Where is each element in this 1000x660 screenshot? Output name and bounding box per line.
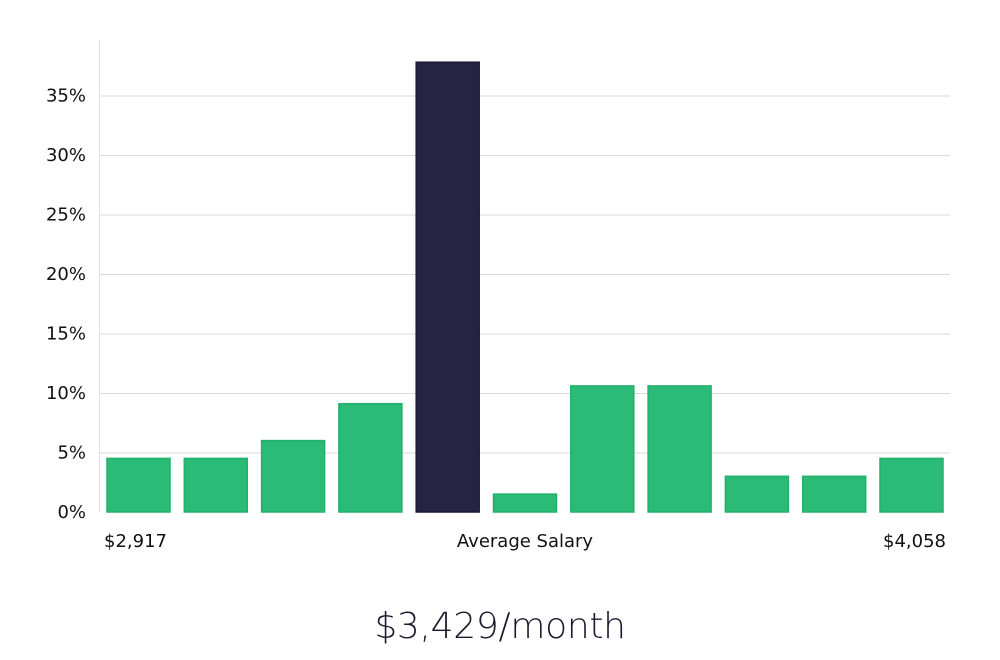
y-tick-label: 0% bbox=[57, 502, 86, 523]
bar bbox=[260, 439, 326, 513]
salary-histogram: 0% 5% 10% 15% 20% 25% 30% 35% $2,917 Average Sa… bbox=[46, 40, 950, 552]
bar bbox=[879, 457, 944, 513]
bar bbox=[647, 385, 712, 513]
x-label-min: $2,917 bbox=[104, 531, 167, 552]
bar bbox=[801, 475, 867, 513]
x-label-center: Average Salary bbox=[457, 531, 594, 552]
x-label-max: $4,058 bbox=[883, 531, 946, 552]
y-tick-label: 5% bbox=[57, 443, 86, 464]
y-tick-labels: 0% 5% 10% 15% 20% 25% 30% 35% bbox=[46, 86, 86, 524]
bar bbox=[724, 475, 790, 513]
bar bbox=[492, 493, 558, 513]
y-tick-label: 10% bbox=[46, 383, 86, 404]
bar bbox=[183, 457, 249, 513]
y-tick-label: 25% bbox=[46, 205, 86, 226]
bar-average bbox=[415, 61, 480, 513]
y-tick-label: 30% bbox=[46, 145, 86, 166]
y-tick-label: 15% bbox=[46, 324, 86, 345]
grid-lines bbox=[100, 95, 950, 454]
bar bbox=[338, 402, 403, 513]
bars bbox=[106, 61, 944, 513]
bar bbox=[106, 457, 171, 513]
bar bbox=[570, 385, 635, 513]
y-tick-label: 20% bbox=[46, 264, 86, 285]
y-tick-label: 35% bbox=[46, 86, 86, 107]
average-salary-headline: $3,429/month bbox=[374, 606, 626, 647]
